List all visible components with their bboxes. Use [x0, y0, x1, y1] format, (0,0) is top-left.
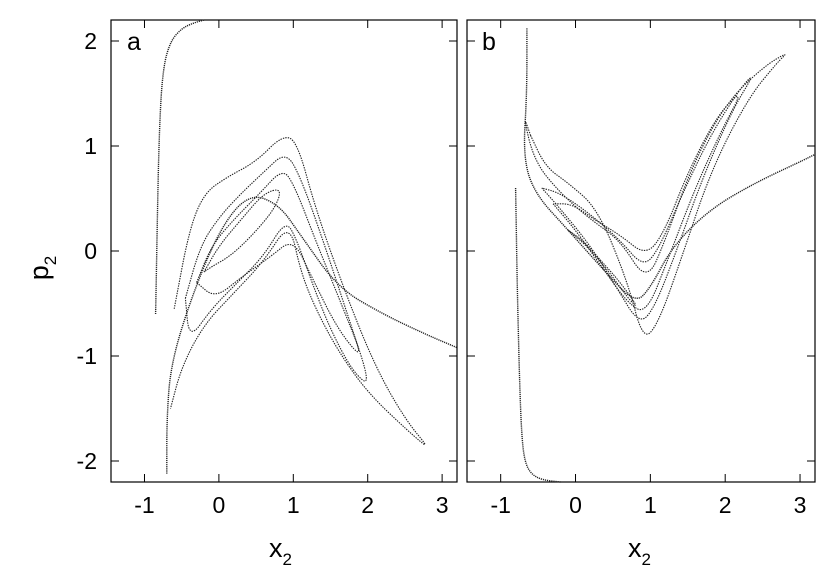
panel-b-x-axis-title-subscript: 2 — [642, 550, 651, 569]
panel-a-y-tick-label-0: 2 — [84, 28, 97, 54]
panel-a-x-tick-label-3: 2 — [361, 492, 374, 518]
panel-b-x-tick-label-0: -1 — [490, 492, 510, 518]
panel-b-series-layer — [514, 28, 816, 483]
panel-b-series-2 — [523, 28, 816, 299]
panel-b-ticks-layer: -1 0 1 2 3 — [467, 20, 815, 518]
panel-b-x-tick-label-2: 1 — [644, 492, 657, 518]
panel-a-label: a — [127, 28, 141, 56]
panel-a-series-4 — [184, 156, 367, 382]
panel-a-x-tick-label-2: 1 — [287, 492, 300, 518]
panel-a-y-tick-label-4: -2 — [77, 448, 97, 474]
panel-a-ticks-layer: -1 0 1 2 3 2 1 0 -1 -2 — [77, 20, 457, 518]
panel-a-x-tick-label-1: 0 — [212, 492, 225, 518]
panel-b-series-5 — [552, 95, 739, 311]
panel-a-frame — [110, 19, 458, 483]
panel-a-y-tick-label-1: 1 — [84, 133, 97, 159]
y-axis-title-main: p — [24, 265, 54, 280]
panel-a-x-axis-title-subscript: 2 — [283, 550, 292, 569]
y-axis-title: p2 — [24, 256, 60, 281]
panel-a-series-3 — [169, 137, 426, 446]
panel-a-series-1 — [154, 19, 205, 315]
panel-b-series-4 — [541, 77, 752, 320]
panel-a-y-tick-label-3: -1 — [77, 343, 97, 369]
panel-b-series-6 — [567, 229, 637, 306]
y-axis-title-text: p2 — [24, 256, 60, 281]
panel-a-series-layer — [154, 19, 458, 474]
panel-b-x-tick-label-3: 2 — [719, 492, 732, 518]
panel-b: b -1 0 1 2 3 x2 — [466, 19, 816, 569]
panel-b-label: b — [482, 28, 496, 56]
panel-b-x-axis-title-main: x — [628, 533, 642, 563]
panel-a-x-tick-label-4: 3 — [436, 492, 449, 518]
panel-b-x-tick-label-4: 3 — [794, 492, 807, 518]
panel-b-series-1 — [514, 187, 561, 483]
panel-a-series-6 — [203, 189, 280, 273]
panel-a-series-5 — [196, 172, 360, 353]
panel-b-x-tick-label-1: 0 — [569, 492, 582, 518]
panel-a-x-axis-title: x2 — [269, 533, 292, 569]
panel-b-series-3 — [524, 54, 786, 335]
panel-b-x-axis-title: x2 — [628, 533, 651, 569]
y-axis-title-subscript: 2 — [41, 256, 60, 265]
panel-b-frame — [466, 19, 816, 483]
panel-a-x-axis-title-main: x — [269, 533, 283, 563]
panel-a-y-tick-label-2: 0 — [84, 238, 97, 264]
panel-a-x-tick-label-0: -1 — [134, 492, 154, 518]
panel-a-series-2 — [166, 196, 458, 474]
